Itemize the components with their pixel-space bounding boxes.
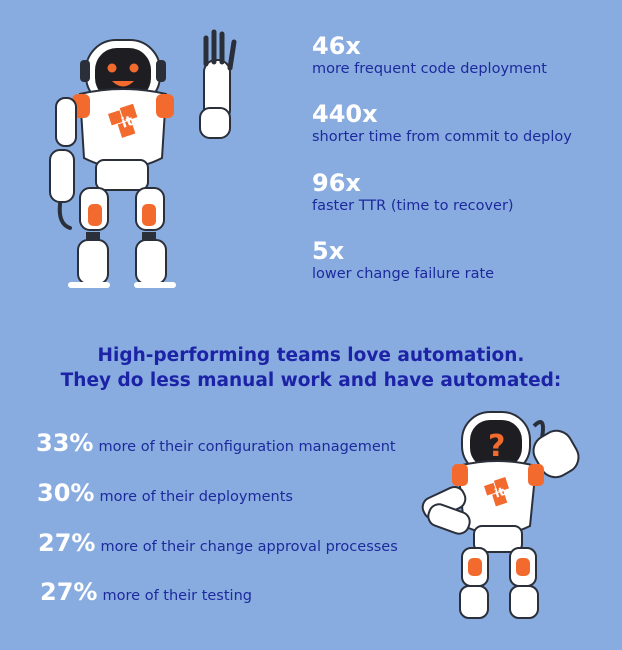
- stat-label: shorter time from commit to deploy: [312, 129, 572, 145]
- waving-robot-icon: it: [49, 29, 237, 288]
- headline-line-2: They do less manual work and have automa…: [60, 370, 562, 391]
- stat-label: lower change failure rate: [312, 266, 495, 282]
- stat-value: 440x: [312, 100, 378, 128]
- automation-label: more of their configuration management: [98, 439, 396, 455]
- stat-time-to-recover: 96x faster TTR (time to recover): [312, 170, 514, 216]
- automation-label: more of their testing: [102, 588, 252, 604]
- automation-label: more of their change approval processes: [100, 539, 398, 555]
- automation-item: 30% more of their deployments: [37, 479, 293, 507]
- stat-deploy-frequency: 46x more frequent code deployment: [312, 33, 547, 79]
- robot-badge-text: it: [493, 484, 507, 500]
- automation-item: 27% more of their testing: [40, 578, 252, 606]
- stat-change-failure: 5x lower change failure rate: [312, 238, 494, 284]
- thinking-robot-icon: ? it: [421, 411, 580, 619]
- stat-value: 46x: [312, 32, 361, 60]
- robot-badge-text: it: [119, 113, 135, 132]
- stat-label: more frequent code deployment: [312, 61, 547, 77]
- headline: High-performing teams love automation. T…: [0, 343, 622, 393]
- automation-item: 27% more of their change approval proces…: [38, 529, 398, 557]
- automation-value: 33%: [36, 429, 94, 457]
- automation-value: 30%: [37, 479, 95, 507]
- automation-value: 27%: [38, 529, 96, 557]
- stat-value: 5x: [312, 237, 345, 265]
- automation-value: 27%: [40, 578, 98, 606]
- automation-item: 33% more of their configuration manageme…: [36, 429, 396, 457]
- headline-line-1: High-performing teams love automation.: [97, 345, 525, 366]
- stat-lead-time: 440x shorter time from commit to deploy: [312, 101, 572, 147]
- automation-label: more of their deployments: [99, 489, 293, 505]
- stat-value: 96x: [312, 169, 361, 197]
- stat-label: faster TTR (time to recover): [312, 198, 514, 214]
- question-mark-icon: ?: [488, 429, 505, 464]
